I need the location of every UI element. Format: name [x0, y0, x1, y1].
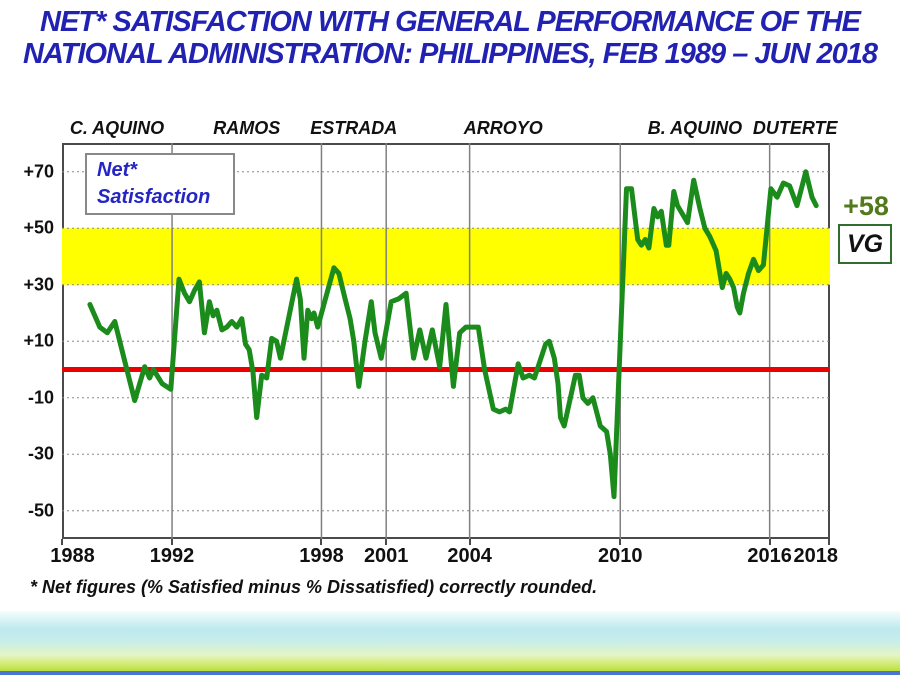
- axis-tick-mark: [828, 539, 831, 545]
- y-tick-label: +10: [23, 330, 54, 351]
- axis-tick-mark: [171, 539, 174, 545]
- legend-line2: Satisfaction: [97, 186, 211, 208]
- axis-tick-mark: [468, 539, 471, 545]
- legend-line1: Net*: [97, 159, 138, 181]
- legend-box: Net* Satisfaction: [85, 153, 235, 215]
- president-label-estrada: ESTRADA: [310, 118, 398, 138]
- x-tick-label: 2018: [793, 545, 838, 567]
- president-label-arroyo: ARROYO: [463, 118, 543, 138]
- y-tick-label: -50: [27, 500, 54, 521]
- chart-title-line2: NATIONAL ADMINISTRATION: PHILIPPINES, FE…: [23, 38, 878, 70]
- president-label-duterte: DUTERTE: [752, 118, 838, 138]
- x-tick-label: 2016: [747, 545, 792, 567]
- president-label-c-aquino: C. AQUINO: [69, 118, 165, 138]
- x-tick-label: 1988: [50, 545, 95, 567]
- very-good-band: [62, 228, 830, 285]
- axis-tick-mark: [320, 539, 323, 545]
- axis-tick-mark: [61, 539, 63, 545]
- footer-bottom-strip: [0, 671, 900, 675]
- x-tick-label: 2010: [598, 545, 643, 567]
- x-tick-label: 2004: [447, 545, 492, 567]
- president-label-ramos: RAMOS: [213, 118, 281, 138]
- x-tick-label: 1998: [299, 545, 344, 567]
- footnote: * Net figures (% Satisfied minus % Dissa…: [30, 577, 598, 597]
- axis-tick-mark: [385, 539, 388, 545]
- net-satisfaction-line: [87, 169, 819, 500]
- x-tick-label: 2001: [363, 545, 409, 567]
- latest-value-label: +58: [843, 191, 889, 221]
- footer-banner: SOCIAL WEATHER STATIONS Founded 1985 Sta…: [0, 611, 900, 671]
- president-label-b-aquino: B. AQUINO: [647, 118, 743, 138]
- y-tick-label: +50: [23, 217, 54, 238]
- x-tick-label: 1992: [149, 545, 195, 567]
- net-satisfaction-chart: [62, 143, 830, 539]
- grade-text: VG: [846, 229, 884, 258]
- grade-badge: VG: [838, 224, 892, 264]
- y-tick-label: +70: [23, 161, 54, 182]
- y-tick-label: -10: [27, 387, 54, 408]
- axis-tick-mark: [768, 539, 771, 545]
- chart-title: NET* SATISFACTION WITH GENERAL PERFORMAN…: [0, 6, 900, 70]
- y-tick-label: -30: [27, 443, 54, 464]
- y-tick-label: +30: [23, 274, 54, 295]
- axis-tick-mark: [619, 539, 622, 545]
- chart-title-line1: NET* SATISFACTION WITH GENERAL PERFORMAN…: [40, 6, 861, 38]
